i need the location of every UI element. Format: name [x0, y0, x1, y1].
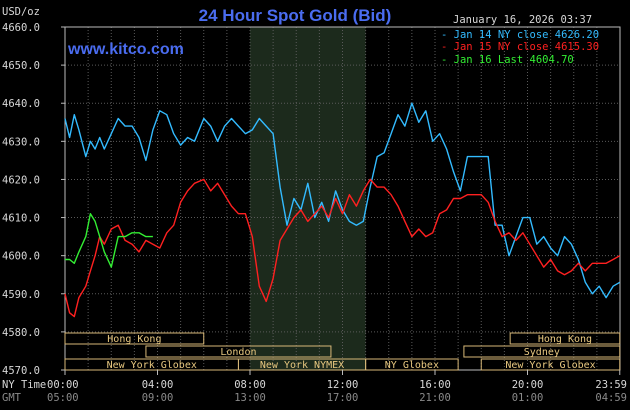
y-tick-label: 4630.0 — [2, 136, 40, 148]
series-line-2 — [65, 212, 153, 268]
x-tick-label-gmt: 09:00 — [142, 392, 174, 404]
session-label: New York Globex — [107, 360, 197, 371]
session-label: London — [220, 347, 256, 358]
x-tick-label-ny: 12:00 — [327, 379, 359, 391]
market-sessions: Hong Kong Hong Kong London Sydney New York G… — [64, 332, 621, 371]
y-tick-label: 4660.0 — [2, 22, 40, 34]
session-label: New York NYMEX — [260, 360, 344, 371]
session-label: Sydney — [524, 347, 560, 358]
nymex-session-shade — [250, 27, 366, 370]
session-label: New York Globex — [505, 360, 595, 371]
x-tick-label-gmt: 01:00 — [512, 392, 544, 404]
y-tick-label: 4590.0 — [2, 289, 40, 301]
y-tick-label: 4620.0 — [2, 174, 40, 186]
x-tick-label-ny: 04:00 — [142, 379, 174, 391]
unit-label: USD/oz — [2, 6, 40, 18]
chart-date: January 16, 2026 03:37 — [453, 14, 592, 26]
x-tick-label-ny: 08:00 — [234, 379, 266, 391]
gmt-label: GMT — [2, 392, 22, 404]
y-tick-label: 4650.0 — [2, 60, 40, 72]
session-bar — [463, 345, 621, 358]
x-tick-label-gmt: 17:00 — [327, 392, 359, 404]
session-bar — [145, 345, 332, 358]
x-tick-label-ny: 20:00 — [512, 379, 544, 391]
series-line-1 — [64, 178, 621, 318]
x-tick-label-ny: 16:00 — [419, 379, 451, 391]
y-tick-label: 4570.0 — [2, 365, 40, 377]
session-bar — [480, 358, 621, 371]
y-tick-label: 4600.0 — [2, 251, 40, 263]
x-tick-label-gmt: 05:00 — [47, 392, 79, 404]
x-tick-label-gmt: 21:00 — [419, 392, 451, 404]
legend-entry-jan16: - Jan 16 Last 4604.70 — [441, 54, 574, 66]
session-label: Hong Kong — [538, 334, 592, 345]
x-tick-label-gmt: 13:00 — [234, 392, 266, 404]
series-line-0 — [64, 102, 621, 299]
website-label: www.kitco.com — [67, 41, 184, 58]
x-tick-label-ny: 00:00 — [47, 379, 79, 391]
legend-entry-jan15: - Jan 15 NY close 4615.30 — [441, 41, 599, 53]
session-bar — [509, 332, 621, 345]
ny-time-label: NY Time — [2, 379, 46, 391]
y-axis: 4660.0 4650.0 4640.0 4630.0 4620.0 4610.0 4600… — [2, 22, 65, 377]
y-tick-label: 4610.0 — [2, 213, 40, 225]
session-label: NY Globex — [385, 360, 439, 371]
price-series — [64, 102, 621, 318]
grid-lines — [65, 26, 620, 371]
chart-title: 24 Hour Spot Gold (Bid) — [199, 6, 392, 25]
x-tick-label-ny: 23:59 — [595, 379, 627, 391]
session-label: Hong Kong — [107, 334, 161, 345]
session-bar — [365, 358, 459, 371]
legend-entry-jan14: - Jan 14 NY close 4626.20 — [441, 29, 599, 41]
y-tick-label: 4640.0 — [2, 98, 40, 110]
x-tick-label-gmt: 04:59 — [595, 392, 627, 404]
session-bar — [64, 332, 205, 345]
y-tick-label: 4580.0 — [2, 327, 40, 339]
